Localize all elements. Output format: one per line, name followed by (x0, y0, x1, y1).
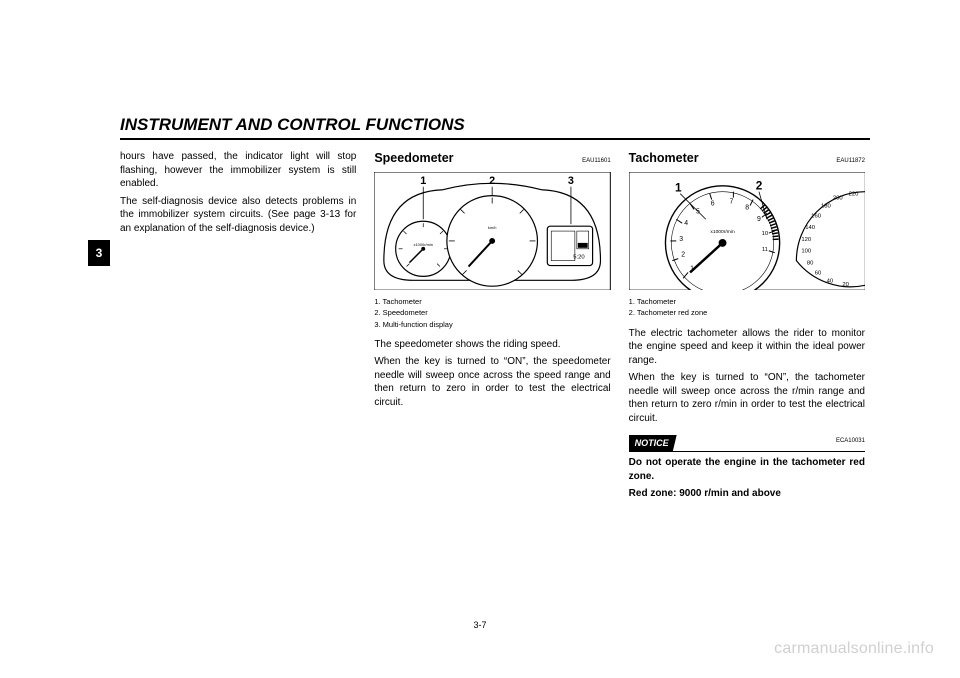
svg-text:4: 4 (684, 220, 688, 227)
col2-legend-2: 2. Speedometer (374, 307, 610, 318)
notice-row: NOTICE ECA10031 (629, 429, 865, 452)
svg-text:3: 3 (679, 236, 683, 243)
page-number: 3-7 (0, 620, 960, 630)
watermark: carmanualsonline.info (774, 640, 934, 658)
col2-heading: Speedometer (374, 150, 453, 167)
svg-text:100: 100 (801, 249, 812, 255)
page-header: INSTRUMENT AND CONTROL FUNCTIONS (120, 115, 870, 140)
svg-text:x1000r/min: x1000r/min (414, 242, 433, 247)
col3-legend-2: 2. Tachometer red zone (629, 307, 865, 318)
col2-legend-1: 1. Tachometer (374, 296, 610, 307)
col1-p2: The self-diagnosis device also detects p… (120, 195, 356, 236)
svg-text:2: 2 (489, 175, 495, 187)
svg-text:7: 7 (729, 198, 733, 205)
col2-p1: The speedometer shows the riding speed. (374, 338, 610, 352)
speedometer-cluster-icon: x1000r/min km/h (374, 172, 610, 290)
svg-text:9: 9 (757, 216, 761, 223)
svg-text:8: 8 (745, 204, 749, 211)
page-title: INSTRUMENT AND CONTROL FUNCTIONS (120, 115, 870, 140)
speedometer-figure: x1000r/min km/h (374, 172, 610, 290)
svg-text:2: 2 (755, 179, 762, 193)
col3-legend-1: 1. Tachometer (629, 296, 865, 307)
svg-text:km/h: km/h (488, 225, 497, 230)
svg-text:180: 180 (821, 203, 832, 209)
svg-text:120: 120 (801, 237, 812, 243)
column-1: hours have passed, the indicator light w… (120, 150, 356, 505)
col3-refcode: EAU11872 (836, 155, 865, 165)
svg-text:10: 10 (761, 231, 768, 237)
svg-text:80: 80 (807, 260, 814, 266)
svg-text:5:20: 5:20 (574, 255, 586, 261)
notice-refcode: ECA10031 (836, 435, 865, 445)
content-columns: hours have passed, the indicator light w… (120, 150, 865, 505)
notice-p1: Do not operate the engine in the tachome… (629, 456, 865, 483)
notice-p2: Red zone: 9000 r/min and above (629, 487, 865, 501)
col2-legend-3: 3. Multi-function display (374, 319, 610, 330)
col3-legend: 1. Tachometer 2. Tachometer red zone (629, 296, 865, 319)
col3-heading-row: Tachometer EAU11872 (629, 150, 865, 168)
chapter-tab: 3 (88, 240, 110, 266)
svg-text:40: 40 (826, 278, 833, 284)
svg-text:140: 140 (805, 225, 816, 231)
page: INSTRUMENT AND CONTROL FUNCTIONS 3 hours… (0, 0, 960, 678)
svg-text:3: 3 (568, 175, 574, 187)
col1-p1: hours have passed, the indicator light w… (120, 150, 356, 191)
tachometer-cluster-icon: 220 200 180 160 140 120 100 80 60 40 20 (629, 172, 865, 290)
svg-text:20: 20 (842, 282, 849, 288)
col3-p1: The electric tachometer allows the rider… (629, 327, 865, 368)
svg-text:1: 1 (421, 175, 427, 187)
svg-text:6: 6 (710, 200, 714, 207)
svg-text:x1000r/min: x1000r/min (710, 229, 735, 235)
svg-text:60: 60 (814, 270, 821, 276)
col3-heading: Tachometer (629, 150, 699, 167)
svg-text:220: 220 (848, 192, 859, 198)
column-3: Tachometer EAU11872 220 200 180 160 140 … (629, 150, 865, 505)
svg-text:200: 200 (832, 195, 843, 201)
column-2: Speedometer EAU11601 (374, 150, 610, 505)
col3-p2: When the key is turned to “ON”, the tach… (629, 371, 865, 425)
notice-label: NOTICE (629, 435, 677, 451)
svg-text:1: 1 (675, 181, 682, 195)
col2-heading-row: Speedometer EAU11601 (374, 150, 610, 168)
tachometer-figure: 220 200 180 160 140 120 100 80 60 40 20 (629, 172, 865, 290)
svg-text:11: 11 (761, 247, 767, 253)
col2-refcode: EAU11601 (582, 155, 611, 165)
col2-p2: When the key is turned to “ON”, the spee… (374, 355, 610, 409)
svg-text:2: 2 (681, 252, 685, 259)
col2-legend: 1. Tachometer 2. Speedometer 3. Multi-fu… (374, 296, 610, 330)
svg-text:160: 160 (811, 213, 822, 219)
